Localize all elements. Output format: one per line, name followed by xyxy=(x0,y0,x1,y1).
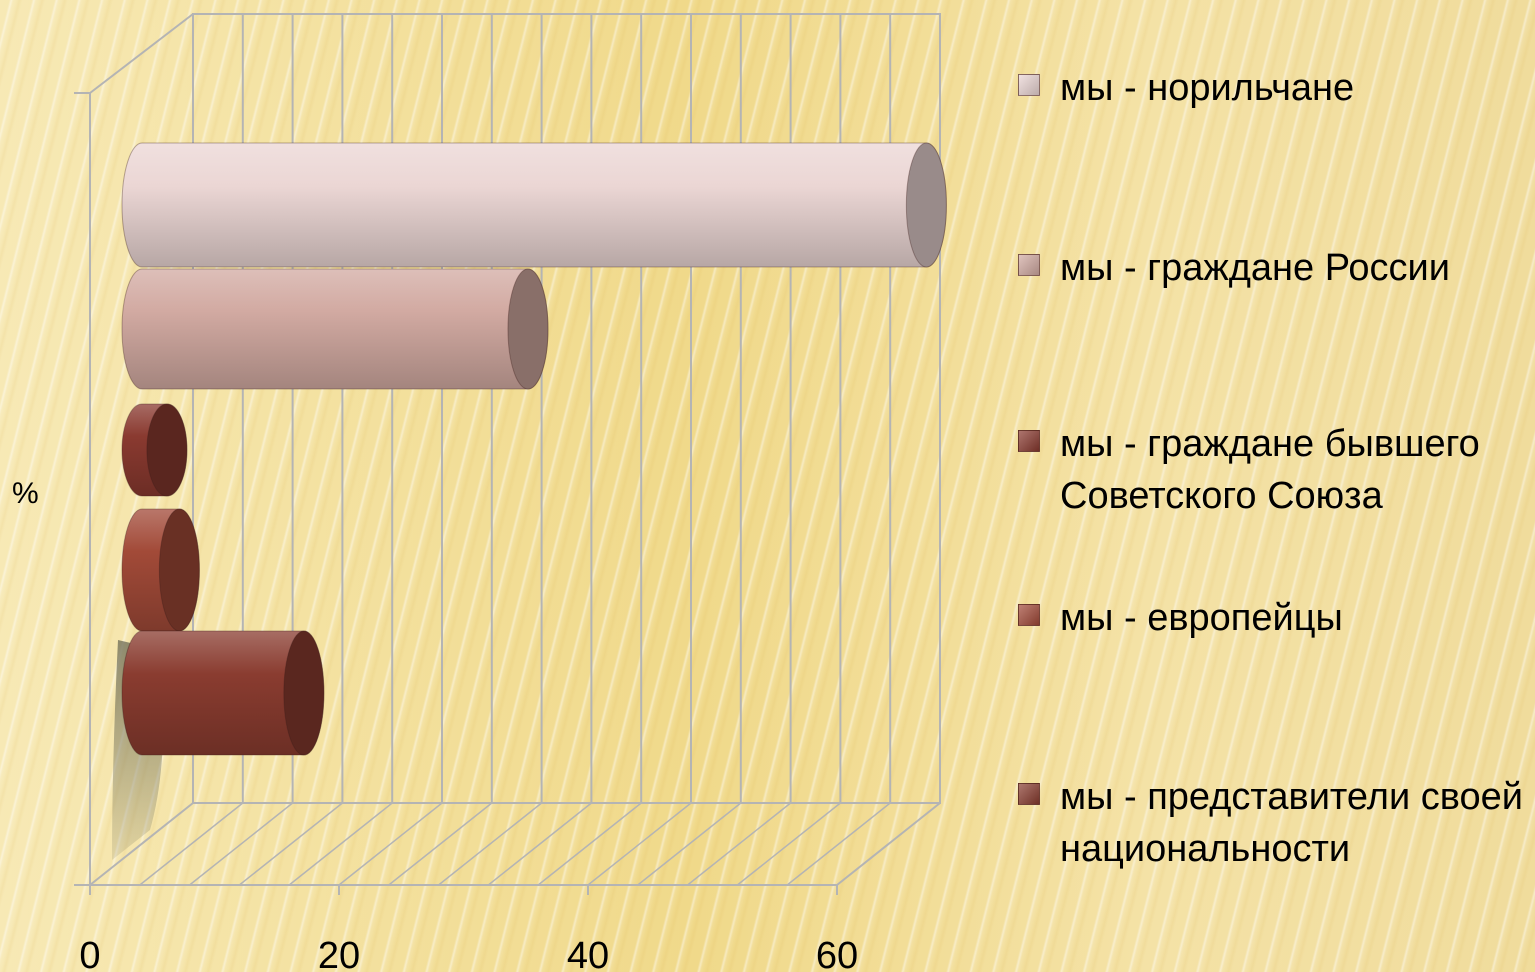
floor-right-edge xyxy=(836,802,941,886)
legend-label: мы - граждане России xyxy=(1060,247,1451,289)
x-tick-label: 0 xyxy=(79,935,100,972)
legend-swatch xyxy=(1018,254,1040,276)
legend-swatch xyxy=(1018,430,1040,452)
bar-body-1 xyxy=(121,142,947,268)
floor-grid-line xyxy=(687,802,792,886)
bar-cap-5 xyxy=(283,630,325,756)
legend-label: мы - представители своей национальности xyxy=(1060,776,1523,870)
floor-grid-line xyxy=(288,802,393,886)
bar-cap-3 xyxy=(146,403,188,497)
floor-grid-line xyxy=(487,802,592,886)
floor-grid-line xyxy=(637,802,742,886)
x-axis-ticks: 0 20 40 60 xyxy=(79,885,858,972)
legend-label: мы - граждане бывшего Советского Союза xyxy=(1060,423,1480,517)
floor-grid-line xyxy=(139,802,244,886)
chart-legend: мы - норильчане мы - граждане России мы - … xyxy=(1018,0,1535,972)
floor-grid-line xyxy=(786,802,891,886)
bar-cap-1 xyxy=(905,142,947,268)
floor-grid-line xyxy=(388,802,493,886)
bar-body-2 xyxy=(121,268,549,390)
x-tick-label: 20 xyxy=(318,935,360,972)
floor-grid-line xyxy=(736,802,841,886)
floor-grid-line xyxy=(438,802,543,886)
floor-grid-line xyxy=(238,802,343,886)
bars xyxy=(121,142,947,756)
side-wall-top-edge xyxy=(89,13,194,94)
bar-cap-2 xyxy=(507,268,549,390)
legend-swatch xyxy=(1018,604,1040,626)
y-axis-label: % xyxy=(12,477,39,510)
legend-swatch xyxy=(1018,783,1040,805)
bar-cap-4 xyxy=(158,508,200,632)
floor-grid-line xyxy=(189,802,294,886)
floor-grid-line xyxy=(587,802,692,886)
x-tick-label: 60 xyxy=(816,935,858,972)
x-tick-label: 40 xyxy=(567,935,609,972)
legend-swatch xyxy=(1018,74,1040,96)
floor-grid-line xyxy=(338,802,443,886)
legend-label: мы - норильчане xyxy=(1060,67,1355,109)
floor-grid-line xyxy=(537,802,642,886)
legend-label: мы - европейцы xyxy=(1060,597,1343,639)
back-wall xyxy=(192,13,941,804)
floor-left-edge xyxy=(89,802,194,886)
